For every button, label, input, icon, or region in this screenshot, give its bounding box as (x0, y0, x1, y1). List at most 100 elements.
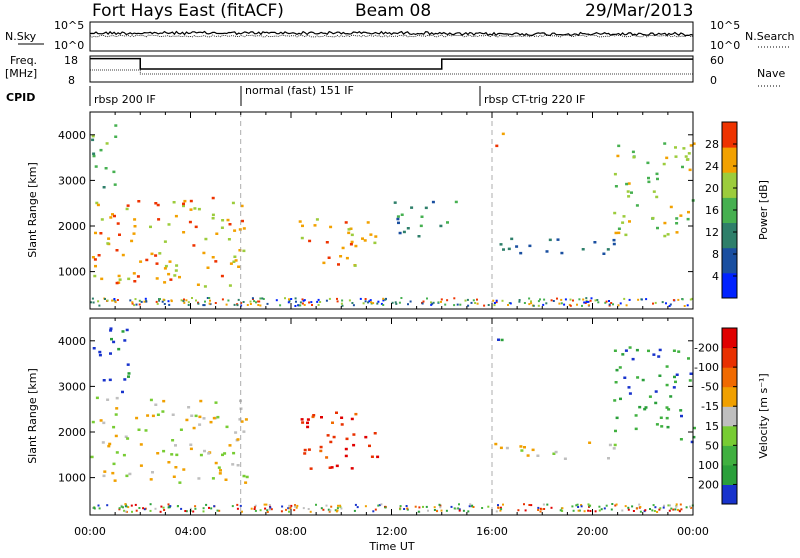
range-cell-2 (370, 455, 374, 458)
range-cell-0 (163, 240, 167, 243)
range-cell-0 (90, 455, 94, 459)
ground-scatter-cell (572, 299, 574, 302)
range-cell-0 (179, 428, 183, 431)
range-cell-2 (352, 443, 356, 447)
ground-scatter-cell (539, 510, 542, 513)
power-axis: 1000 2000 3000 4000 (58, 112, 694, 309)
ground-scatter-cell (170, 300, 173, 303)
colorbar-tick-label: 16 (705, 204, 719, 217)
range-cell-4 (665, 365, 669, 368)
ground-scatter-cell (596, 299, 599, 301)
range-cell-2 (341, 246, 345, 250)
ground-scatter-cell (437, 301, 440, 304)
ground-scatter-cell (336, 297, 338, 300)
range-cell-4 (615, 416, 619, 420)
colorbar-tick-label: -200 (694, 342, 719, 355)
ground-scatter-cell (208, 302, 211, 305)
range-cell-5 (626, 190, 630, 193)
range-cell-3 (612, 447, 616, 450)
ground-scatter-cell (588, 505, 591, 508)
range-cell-1 (102, 186, 106, 189)
ground-scatter-cell (191, 297, 193, 299)
ground-scatter-cell (259, 297, 262, 300)
date-title: 29/Mar/2013 (585, 1, 693, 21)
range-cell-0 (174, 269, 178, 272)
range-cell-1 (110, 337, 113, 341)
ground-scatter-cell (302, 507, 305, 510)
y-tick-label: 1000 (58, 472, 86, 485)
ground-scatter-cell (689, 505, 691, 508)
range-cell-0 (156, 452, 160, 455)
ground-scatter-cell (125, 510, 128, 513)
range-cell-0 (211, 256, 215, 259)
ground-scatter-cell (325, 299, 328, 302)
colorbar-swatch (722, 328, 737, 349)
ground-scatter-cell (281, 505, 284, 508)
range-cell-0 (133, 280, 137, 283)
ground-scatter-cell (183, 298, 185, 301)
ground-scatter-cell (237, 298, 240, 301)
range-cell-4 (690, 440, 694, 444)
range-cell-0 (154, 202, 158, 205)
ground-scatter-cell (310, 301, 313, 304)
ground-scatter-cell (266, 509, 269, 512)
ground-scatter-cell (214, 302, 217, 304)
ground-scatter-cell (518, 299, 521, 301)
range-cell-0 (192, 426, 196, 430)
ground-scatter-cell (384, 298, 387, 301)
ground-scatter-cell (464, 299, 467, 302)
ground-scatter-cell (422, 505, 424, 508)
range-cell-0 (234, 259, 238, 262)
ground-scatter-cell (299, 304, 302, 307)
ground-scatter-cell (450, 505, 453, 508)
range-cell-0 (99, 419, 103, 422)
range-cell-2 (376, 455, 380, 459)
range-cell-2 (332, 435, 336, 439)
ground-scatter-cell (287, 301, 290, 304)
range-cell-4 (667, 408, 671, 411)
ground-scatter-cell (127, 506, 130, 509)
ground-scatter-cell (218, 509, 221, 512)
ground-scatter-cell (421, 302, 424, 305)
power-ylabel: Slant Range [km] (26, 162, 39, 258)
ground-scatter-cell (266, 302, 269, 305)
range-cell-3 (536, 454, 540, 457)
range-cell-0 (94, 264, 97, 268)
ground-scatter-cell (433, 506, 436, 509)
ground-scatter-cell (502, 503, 504, 506)
range-cell-0 (174, 466, 178, 469)
range-cell-2 (306, 418, 310, 421)
range-cell-2 (340, 423, 344, 426)
ground-scatter-cell (493, 302, 496, 304)
range-cell-2 (349, 227, 353, 230)
range-cell-0 (207, 452, 211, 455)
ground-scatter-cell (391, 301, 394, 304)
range-cell-2 (306, 421, 309, 425)
range-cell-3 (519, 445, 523, 448)
ground-scatter-cell (336, 509, 339, 512)
ground-scatter-cell (675, 503, 678, 506)
freq-panel: Freq. [MHz] 18 8 60 0 Nave (5, 54, 785, 87)
colorbar-tick-label: 100 (698, 459, 719, 472)
range-cell-2 (353, 264, 357, 267)
range-cell-2 (364, 435, 368, 439)
range-cell-4 (602, 252, 606, 255)
ground-scatter-cell (169, 505, 172, 508)
range-cell-0 (203, 449, 206, 453)
colorbar-tick-label: 15 (705, 420, 719, 433)
ground-scatter-cell (563, 303, 566, 306)
ground-scatter-cell (138, 507, 141, 509)
range-cell-1 (109, 352, 112, 355)
range-cell-2 (319, 445, 323, 449)
range-cell-0 (242, 249, 246, 253)
range-cell-5 (685, 158, 689, 161)
ground-scatter-cell (213, 505, 216, 508)
range-cell-2 (329, 440, 333, 444)
ground-scatter-cell (585, 297, 588, 300)
ground-scatter-cell (665, 302, 667, 305)
ground-scatter-cell (414, 505, 417, 508)
ground-scatter-cell (340, 302, 343, 305)
range-cell-2 (320, 416, 323, 419)
ground-scatter-cell (466, 298, 469, 301)
ground-scatter-cell (468, 505, 471, 508)
